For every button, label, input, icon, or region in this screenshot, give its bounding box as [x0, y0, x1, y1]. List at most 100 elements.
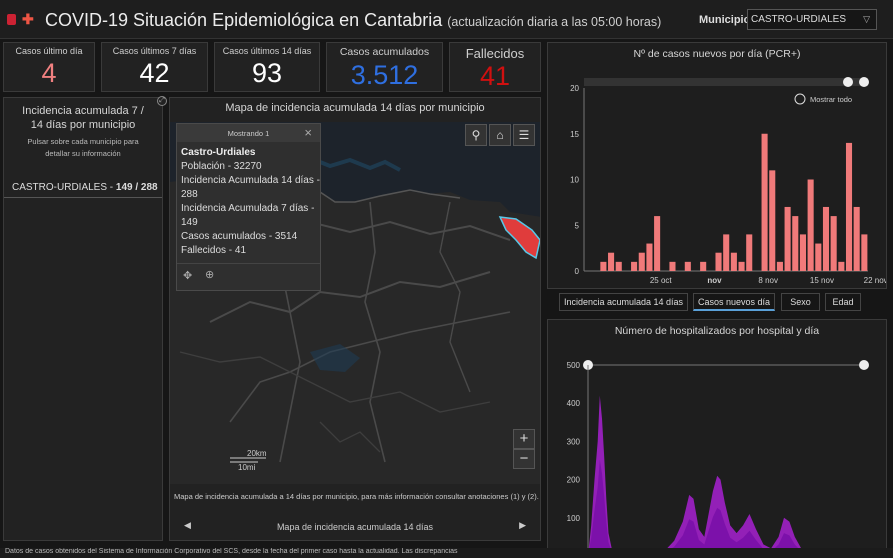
y-tick-label: 5 — [575, 221, 580, 230]
kpi-value: 3.512 — [350, 60, 419, 90]
chevron-down-icon: ▽ — [863, 14, 870, 24]
x-tick-label: 22 nov — [864, 276, 887, 285]
chevron-left-icon[interactable]: ◀ — [184, 520, 191, 530]
y-tick-label: 10 — [570, 176, 579, 185]
bar — [738, 261, 745, 271]
daily-cases-panel: Nº de casos nuevos por día (PCR+) Mostra… — [547, 42, 887, 289]
bar — [838, 261, 845, 271]
bar — [769, 170, 776, 271]
chart-title: Nº de casos nuevos por día (PCR+) — [633, 48, 801, 60]
title-subtitle: (actualización diaria a las 05:00 horas) — [447, 15, 662, 29]
bar — [776, 261, 783, 271]
daily-cases-chart[interactable]: Mostrar todo 0 5 10 15 20 25 oct nov 8 nov 15 nov… — [548, 43, 887, 289]
x-tick-label: 25 oct — [650, 276, 673, 285]
popup-header: Mostrando 1 × — [177, 124, 320, 142]
bar — [638, 252, 645, 271]
move-icon[interactable]: ✥ — [183, 270, 193, 282]
bar — [815, 243, 822, 271]
x-tick-label: nov — [707, 276, 722, 285]
tab-edad[interactable]: Edad — [825, 293, 861, 311]
castro-urdiales-highlight[interactable] — [498, 216, 540, 260]
hospitalized-area — [588, 395, 868, 556]
list-icon[interactable]: ☰ — [513, 124, 535, 146]
tab-incidencia[interactable]: Incidencia acumulada 14 días — [559, 293, 688, 311]
reset-zoom-label: Mostrar todo — [810, 95, 852, 104]
close-icon[interactable]: × — [304, 125, 312, 140]
chevron-right-icon[interactable]: ▶ — [519, 520, 526, 530]
kpi-value: 41 — [479, 61, 511, 91]
tab-sexo[interactable]: Sexo — [781, 293, 820, 311]
bar — [723, 234, 730, 271]
kpi-value: 4 — [41, 58, 57, 88]
kpi-value: 42 — [139, 58, 170, 88]
bar — [822, 206, 830, 271]
kpi-label: Casos últimos 7 días — [112, 46, 197, 56]
bar — [700, 261, 707, 271]
bar — [830, 216, 837, 271]
kpi-casos-acumulados: Casos acumulados 3.512 — [326, 42, 443, 92]
bar — [730, 252, 737, 271]
bar — [792, 216, 799, 271]
bar — [853, 206, 860, 271]
bar — [861, 234, 868, 271]
municipio-select[interactable]: CASTRO-URDIALES ▽ — [747, 9, 877, 30]
bar — [761, 133, 768, 271]
popup-line: Casos acumulados - 3514 — [181, 231, 298, 242]
incidence-list-hint: Pulsar sobre cada municipio para detalla… — [27, 137, 139, 158]
hospitalized-panel: Número de hospitalizados por hospital y … — [547, 319, 887, 558]
header: ✚ COVID-19 Situación Epidemiológica en C… — [0, 0, 893, 39]
page-title: COVID-19 Situación Epidemiológica en Can… — [45, 10, 661, 31]
hospitalized-area-inner — [588, 459, 868, 556]
kpi-casos-7-dias: Casos últimos 7 días 42 — [101, 42, 208, 92]
hospitalized-chart[interactable]: 0100200300400500 — [548, 320, 887, 558]
footer-note: Datos de casos obtenidos del Sistema de … — [0, 548, 893, 558]
municipio-label: Municipio — [699, 14, 751, 26]
zoom-out-button[interactable]: − — [513, 449, 535, 469]
incidence-list-panel: Incidencia acumulada 7 / 14 días por mun… — [3, 97, 163, 541]
kpi-label: Fallecidos — [465, 46, 525, 61]
bar — [608, 252, 615, 271]
kpi-casos-14-dias: Casos últimos 14 días 93 — [214, 42, 320, 92]
popup-line: Fallecidos - 41 — [181, 245, 247, 256]
popup-line: Incidencia Acumulada 7 días - 149 — [181, 203, 315, 228]
map-popup: Mostrando 1 × Castro-Urdiales Población -… — [176, 123, 321, 291]
kpi-label: Casos últimos 14 días — [222, 46, 312, 56]
kpi-casos-ultimo-dia: Casos último día 4 — [3, 42, 95, 92]
y-tick-label: 20 — [570, 84, 579, 93]
search-icon[interactable]: ⚲ — [465, 124, 487, 146]
map-title: Mapa de incidencia acumulada 14 días por… — [225, 102, 485, 114]
zoom-to-icon[interactable]: ⊕ — [205, 269, 215, 281]
x-tick-label: 15 nov — [810, 276, 834, 285]
scale-mi-label: 10mi — [238, 463, 256, 472]
zoom-reset-icon — [794, 93, 806, 105]
expand-icon[interactable]: ⤢ — [157, 96, 167, 106]
bar — [684, 261, 691, 271]
y-tick-label: 200 — [567, 476, 581, 485]
list-item[interactable]: CASTRO-URDIALES - 149 / 288 — [4, 182, 162, 198]
bar — [845, 142, 853, 271]
tab-casos-nuevos[interactable]: Casos nuevos día — [693, 293, 775, 311]
pager-label: Mapa de incidencia acumulada 14 días — [276, 522, 434, 532]
y-tick-label: 500 — [567, 361, 581, 370]
range-slider — [584, 78, 868, 86]
popup-title: Castro-Urdiales — [181, 147, 256, 158]
bar — [654, 216, 661, 271]
slider-handle-right — [859, 360, 869, 370]
x-tick-label: 8 nov — [758, 276, 778, 285]
bar — [631, 261, 638, 271]
y-tick-label: 0 — [575, 267, 580, 276]
bar — [746, 234, 753, 271]
home-icon[interactable]: ⌂ — [489, 124, 511, 146]
popup-footer: ✥ ⊕ — [177, 263, 320, 290]
incidence-list-title: Incidencia acumulada 7 / 14 días por mun… — [22, 105, 144, 131]
bar — [799, 234, 806, 271]
popup-line: Población - 32270 — [181, 161, 262, 172]
y-tick-label: 15 — [570, 130, 579, 139]
zoom-in-button[interactable]: + — [513, 429, 535, 449]
slider-handle-right — [859, 77, 869, 87]
map-note: Mapa de incidencia acumulada a 14 días p… — [174, 492, 539, 501]
popup-header-text: Mostrando 1 — [227, 129, 270, 138]
bar — [615, 261, 622, 271]
municipio-value: CASTRO-URDIALES — [751, 14, 847, 25]
y-tick-label: 100 — [567, 514, 581, 523]
